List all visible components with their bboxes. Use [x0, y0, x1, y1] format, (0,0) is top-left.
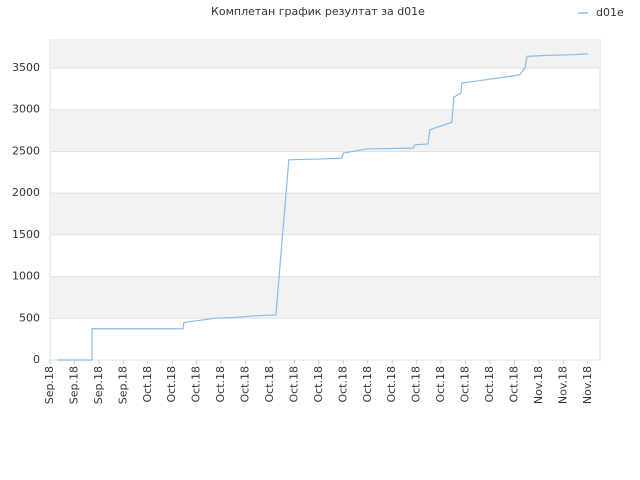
x-tick-label: Oct.18 [483, 366, 496, 403]
grid-band [50, 276, 600, 319]
x-tick-label: Sep.18 [92, 366, 105, 404]
x-tick-label: Oct.18 [336, 366, 349, 403]
x-tick-label: Oct.18 [239, 366, 252, 403]
y-tick-label: 2500 [12, 144, 40, 157]
x-tick-label: Oct.18 [507, 366, 520, 403]
y-tick-label: 3000 [12, 103, 40, 116]
grid-band [50, 193, 600, 235]
x-tick-label: Nov.18 [556, 366, 569, 404]
y-tick-label: 0 [33, 353, 40, 366]
x-tick-label: Oct.18 [141, 366, 154, 403]
x-tick-label: Oct.18 [459, 366, 472, 403]
x-tick-label: Oct.18 [410, 366, 423, 403]
line [57, 53, 588, 361]
grid-band [50, 40, 600, 69]
y-tick-label: 500 [19, 311, 40, 324]
y-tick-label: 3500 [12, 61, 40, 74]
x-tick-label: Nov.18 [581, 366, 594, 404]
x-tick-label: Oct.18 [385, 366, 398, 403]
chart-title: Комплетан график резултат за d01e [211, 5, 425, 18]
x-tick-label: Sep.18 [43, 366, 56, 404]
y-tick-label: 1000 [12, 270, 40, 283]
x-tick-label: Oct.18 [361, 366, 374, 403]
x-tick-label: Oct.18 [312, 366, 325, 403]
x-tick-label: Sep.18 [67, 366, 80, 404]
grid-band [50, 109, 600, 152]
x-tick-label: Oct.18 [287, 366, 300, 403]
y-tick-label: 2000 [12, 186, 40, 199]
y-tick-label: 1500 [12, 228, 40, 241]
x-tick-label: Oct.18 [434, 366, 447, 403]
x-tick-label: Oct.18 [263, 366, 276, 403]
x-tick-label: Nov.18 [532, 366, 545, 404]
legend-label: d01e [596, 6, 624, 19]
x-tick-label: Oct.18 [214, 366, 227, 403]
x-tick-label: Oct.18 [190, 366, 203, 403]
x-tick-label: Oct.18 [165, 366, 178, 403]
x-tick-label: Sep.18 [116, 366, 129, 404]
